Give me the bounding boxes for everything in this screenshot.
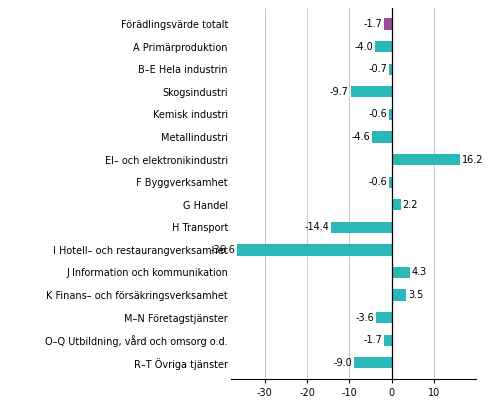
Text: -0.7: -0.7 [368,64,387,74]
Bar [384,18,392,30]
Text: -1.7: -1.7 [364,19,382,29]
Text: 3.5: 3.5 [408,290,424,300]
Bar [354,357,392,369]
Text: -9.7: -9.7 [330,87,349,97]
Text: -14.4: -14.4 [304,222,329,232]
Text: -0.6: -0.6 [369,177,387,187]
Text: 4.3: 4.3 [411,267,427,277]
Bar [389,176,392,188]
Text: 16.2: 16.2 [462,155,483,165]
Text: -3.6: -3.6 [356,312,375,322]
Text: -0.6: -0.6 [369,109,387,119]
Bar [375,41,392,52]
Bar [330,222,392,233]
Bar [351,86,392,97]
Text: -4.0: -4.0 [354,42,373,52]
Bar [384,334,392,346]
Text: 2.2: 2.2 [403,200,418,210]
Bar [392,290,407,301]
Text: -4.6: -4.6 [352,132,370,142]
Bar [392,199,401,210]
Bar [389,64,392,75]
Text: -36.6: -36.6 [210,245,235,255]
Text: -9.0: -9.0 [333,358,352,368]
Bar [237,244,392,255]
Text: -1.7: -1.7 [364,335,382,345]
Bar [389,109,392,120]
Bar [377,312,392,323]
Bar [372,131,392,143]
Bar [392,267,410,278]
Bar [392,154,460,165]
